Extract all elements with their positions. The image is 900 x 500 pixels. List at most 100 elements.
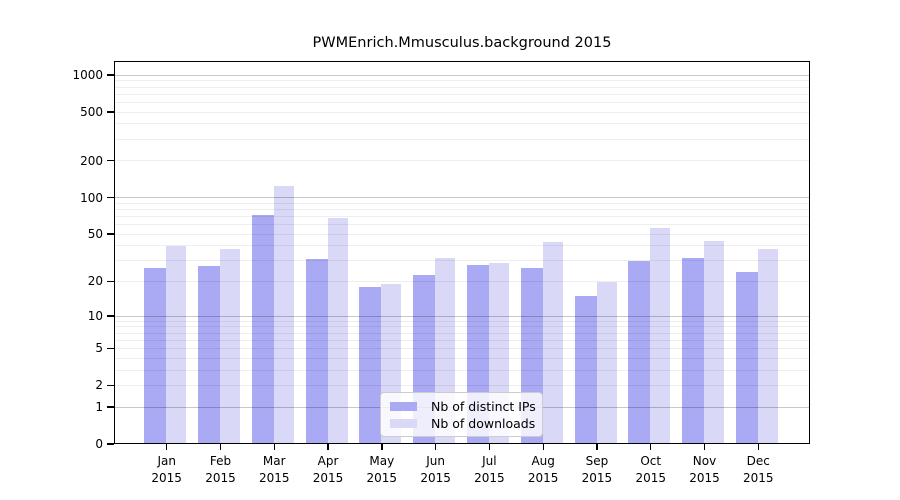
- legend-label-downloads: Nb of downloads: [431, 416, 536, 431]
- bar-jan-distinct-ips: [144, 268, 167, 443]
- gridline-minor: [115, 202, 809, 204]
- bar-oct-distinct-ips: [628, 261, 651, 443]
- bar-sep-downloads: [596, 281, 617, 443]
- x-tick-year: 2015: [366, 470, 398, 485]
- x-tick-year: 2015: [151, 470, 182, 485]
- x-tick-month: Jan: [157, 454, 176, 468]
- plot-area: [114, 61, 810, 444]
- gridline-minor: [115, 384, 809, 386]
- gridline-minor: [115, 111, 809, 113]
- legend-item-downloads: Nb of downloads: [390, 415, 536, 432]
- x-tick-mark: [542, 444, 544, 450]
- y-tick-label: 1: [95, 399, 103, 414]
- bar-aug-downloads: [542, 242, 563, 443]
- legend-swatch-distinct-ips: [390, 402, 417, 411]
- x-tick-mark: [757, 444, 759, 450]
- y-tick-mark: [107, 315, 114, 317]
- bar-nov-distinct-ips: [682, 257, 705, 443]
- y-tick-mark: [107, 384, 114, 387]
- x-tick-label-apr: Apr 2015: [301, 453, 355, 486]
- x-tick-label-jun: Jun 2015: [409, 453, 463, 486]
- bar-dec-distinct-ips: [735, 272, 758, 443]
- gridline-minor: [115, 326, 809, 328]
- x-tick-label-jul: Jul 2015: [462, 453, 516, 486]
- legend: Nb of distinct IPs Nb of downloads: [380, 392, 543, 437]
- x-tick-label-oct: Oct 2015: [624, 453, 678, 486]
- x-tick-mark: [650, 444, 652, 450]
- y-tick-mark: [107, 74, 114, 76]
- legend-swatch-downloads: [390, 419, 417, 428]
- bar-jan-downloads: [166, 246, 187, 443]
- x-tick-year: 2015: [258, 470, 290, 485]
- x-tick-label-feb: Feb 2015: [193, 453, 247, 486]
- x-tick-mark: [703, 444, 706, 450]
- gridline-major: [115, 74, 809, 76]
- gridline-minor: [115, 224, 809, 226]
- gridline-minor: [115, 138, 809, 140]
- bar-apr-downloads: [327, 218, 348, 443]
- y-tick-label: 2: [95, 378, 103, 393]
- y-tick-label: 50: [87, 226, 103, 241]
- x-tick-month: Aug: [531, 454, 555, 468]
- legend-item-distinct-ips: Nb of distinct IPs: [390, 398, 536, 415]
- gridline-minor: [115, 208, 809, 210]
- x-tick-year: 2015: [312, 470, 344, 485]
- x-tick-label-dec: Dec 2015: [731, 453, 785, 486]
- x-tick-month: Mar: [262, 454, 286, 468]
- gridline-minor: [115, 245, 809, 247]
- x-tick-mark: [327, 444, 329, 450]
- gridline-minor: [115, 80, 809, 82]
- x-tick-year: 2015: [635, 470, 666, 485]
- y-tick-label: 500: [80, 104, 103, 119]
- x-tick-month: Dec: [746, 454, 770, 468]
- y-tick-mark: [107, 347, 114, 349]
- x-tick-year: 2015: [205, 470, 236, 485]
- x-tick-month: May: [369, 454, 395, 468]
- x-tick-mark: [273, 444, 275, 450]
- gridline-minor: [115, 260, 809, 262]
- y-tick-label: 0: [95, 437, 103, 451]
- x-tick-label-sep: Sep 2015: [570, 453, 624, 486]
- x-tick-mark: [435, 444, 437, 450]
- x-tick-year: 2015: [689, 470, 720, 485]
- gridline-minor: [115, 332, 809, 334]
- x-tick-year: 2015: [581, 470, 613, 485]
- x-tick-mark: [166, 444, 168, 450]
- chart-title: PWMEnrich.Mmusculus.background 2015: [312, 35, 612, 51]
- x-tick-mark: [596, 444, 598, 450]
- gridline-minor: [115, 101, 809, 103]
- x-tick-month: Jun: [426, 454, 445, 468]
- x-tick-mark: [219, 444, 222, 450]
- gridline-minor: [115, 280, 809, 282]
- bar-apr-distinct-ips: [305, 259, 328, 443]
- y-tick-mark: [107, 443, 114, 445]
- bar-feb-distinct-ips: [198, 266, 221, 443]
- y-tick-label: 5: [95, 341, 103, 356]
- x-tick-year: 2015: [420, 470, 451, 485]
- gridline-minor: [115, 123, 809, 125]
- y-tick-label: 100: [80, 190, 103, 205]
- gridline-minor: [115, 93, 809, 95]
- gridline-minor: [115, 347, 809, 349]
- x-tick-month: Feb: [209, 454, 232, 468]
- x-tick-month: Jul: [482, 454, 497, 468]
- y-tick-mark: [107, 111, 114, 113]
- gridline-major: [115, 197, 809, 199]
- x-tick-year: 2015: [527, 470, 559, 485]
- gridline-minor: [115, 233, 809, 235]
- x-tick-month: Nov: [692, 454, 717, 468]
- bar-nov-downloads: [704, 241, 725, 443]
- bar-oct-downloads: [650, 227, 671, 443]
- x-tick-mark: [488, 444, 491, 450]
- x-tick-label-aug: Aug 2015: [516, 453, 570, 486]
- x-tick-label-jan: Jan 2015: [140, 453, 194, 486]
- x-tick-month: Sep: [585, 454, 609, 468]
- x-tick-month: Apr: [317, 454, 339, 468]
- y-tick-label: 20: [87, 274, 103, 289]
- bar-mar-distinct-ips: [251, 214, 274, 443]
- y-tick-mark: [107, 233, 114, 235]
- x-tick-mark: [381, 444, 383, 450]
- gridline-minor: [115, 86, 809, 88]
- x-tick-label-may: May 2015: [355, 453, 409, 486]
